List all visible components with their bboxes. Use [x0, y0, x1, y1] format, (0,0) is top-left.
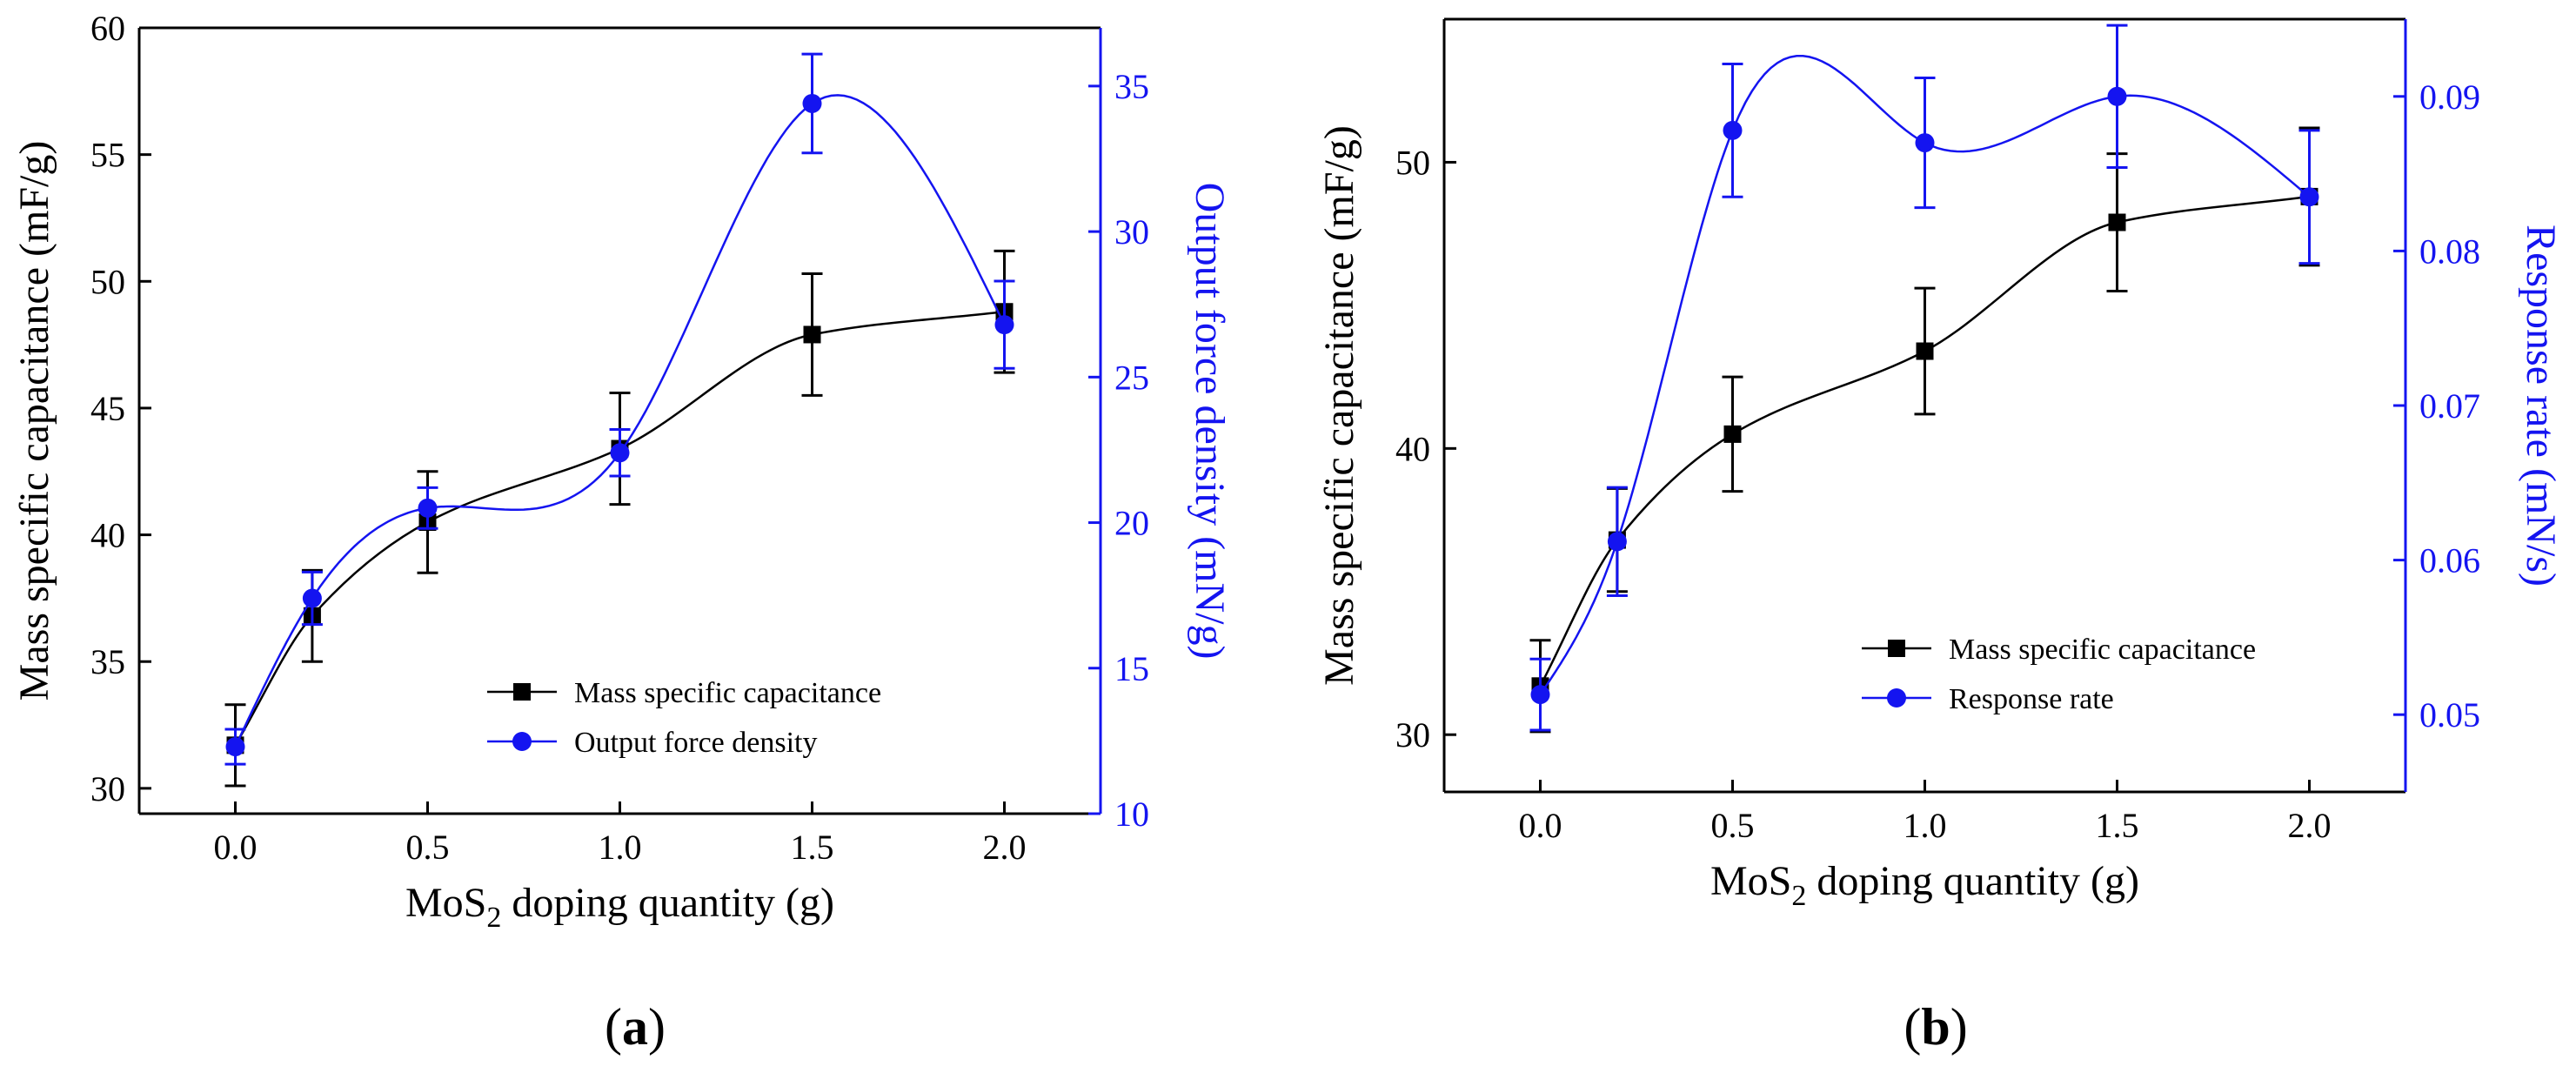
y-left-axis-label: Mass specific capacitance (mF/g)	[1316, 125, 1362, 686]
data-point-circle	[1607, 532, 1627, 552]
y-left-tick-label: 30	[1395, 715, 1430, 754]
legend-marker-square	[1888, 640, 1905, 657]
y-left-tick-label: 50	[90, 262, 125, 301]
y-right-tick-label: 20	[1114, 504, 1149, 543]
y-right-tick-label: 25	[1114, 358, 1149, 397]
y-right-tick-label: 30	[1114, 212, 1149, 251]
data-point-circle	[1723, 120, 1743, 140]
x-tick-label: 1.5	[791, 828, 834, 867]
legend-label: Mass specific capacitance	[574, 677, 881, 709]
data-point-circle	[302, 588, 322, 608]
x-tick-label: 1.0	[1904, 806, 1947, 845]
data-point-square	[2108, 213, 2126, 231]
y-left-tick-label: 55	[90, 136, 125, 175]
y-right-tick-label: 0.07	[2419, 386, 2480, 426]
data-point-circle	[418, 498, 438, 518]
chart-a: 0.0 0.5 1.0 1.5 2.0 30 35 40 45 50 55 60 10 15 20 25 30 3…	[11, 9, 1233, 1056]
y-right-tick-label: 35	[1114, 67, 1149, 106]
x-tick-label: 0.0	[214, 828, 258, 867]
y-left-tick-label: 35	[90, 642, 125, 681]
data-point-square	[803, 325, 821, 344]
y-left-tick-label: 30	[90, 769, 125, 808]
legend-marker-square	[513, 683, 531, 701]
x-tick-label: 0.5	[406, 828, 450, 867]
x-tick-label: 0.0	[1519, 806, 1562, 845]
data-point-circle	[1915, 133, 1935, 153]
x-axis-label: MoS2 doping quantity (g)	[1710, 858, 2139, 912]
y-left-axis-label: Mass specific capacitance (mF/g)	[11, 141, 57, 701]
legend-marker-circle	[1887, 688, 1906, 708]
y-right-axis-label: Response rate (mN/s)	[2518, 225, 2564, 587]
data-point-circle	[1530, 685, 1550, 705]
data-point-circle	[2299, 187, 2319, 207]
chart-b: 0.0 0.5 1.0 1.5 2.0 30 40 50 0.05 0.06 0.07 0.08 0.0…	[1316, 17, 2564, 1056]
series-line-secondary	[234, 94, 1006, 748]
x-tick-label: 1.0	[599, 828, 642, 867]
panel-label: (a)	[605, 998, 666, 1056]
y-right-axis-label: Output force density (mN/g)	[1187, 183, 1233, 660]
y-right-tick-label: 0.06	[2419, 541, 2480, 580]
x-tick-label: 1.5	[2096, 806, 2139, 845]
y-left-tick-label: 40	[1395, 429, 1430, 468]
legend-label: Output force density	[574, 727, 818, 759]
data-point-circle	[225, 737, 245, 757]
x-tick-label: 2.0	[983, 828, 1027, 867]
data-point-circle	[802, 93, 822, 113]
series-line-capacitance	[1539, 195, 2310, 687]
y-left-tick-label: 60	[90, 9, 125, 48]
y-left-tick-label: 50	[1395, 143, 1430, 182]
y-right-tick-label: 0.09	[2419, 77, 2480, 117]
y-right-tick-label: 0.05	[2419, 695, 2480, 734]
x-tick-label: 0.5	[1711, 806, 1755, 845]
y-right-tick-label: 0.08	[2419, 231, 2480, 271]
panel-label: (b)	[1904, 998, 1967, 1056]
x-tick-label: 2.0	[2288, 806, 2332, 845]
series-line-secondary	[1539, 55, 2311, 695]
legend-marker-circle	[512, 732, 532, 751]
legend-label: Mass specific capacitance	[1949, 634, 2256, 666]
data-point-square	[1723, 425, 1742, 443]
data-point-circle	[610, 443, 630, 463]
legend-label: Response rate	[1949, 683, 2114, 715]
y-left-tick-label: 40	[90, 516, 125, 555]
data-point-circle	[2107, 86, 2127, 106]
data-point-circle	[994, 315, 1014, 335]
y-right-tick-label: 10	[1114, 795, 1149, 834]
y-left-tick-label: 45	[90, 389, 125, 428]
data-point-square	[1916, 342, 1934, 360]
y-right-tick-label: 15	[1114, 649, 1149, 688]
x-axis-label: MoS2 doping quantity (g)	[405, 880, 834, 934]
